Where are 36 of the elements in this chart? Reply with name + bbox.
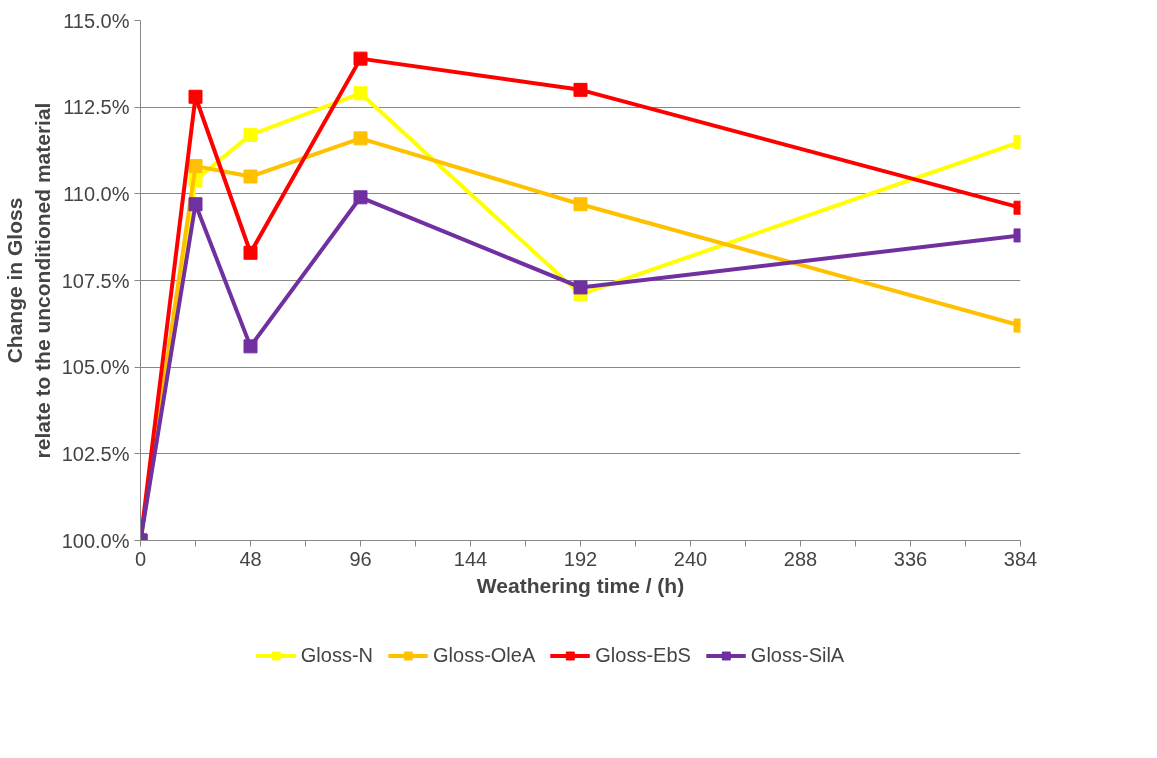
y-tick-label: 105.0% <box>61 356 130 379</box>
y-tick-label: 110.0% <box>63 182 130 205</box>
point <box>353 51 368 66</box>
x-tick-label: 48 <box>239 547 262 570</box>
y-tick-label: 102.5% <box>61 442 130 465</box>
x-tick-label: 144 <box>453 547 488 570</box>
point <box>573 280 588 295</box>
x-tick-label: 0 <box>134 547 147 570</box>
y-tick-label: 115.0% <box>63 9 130 32</box>
y-tick-label: 107.5% <box>61 269 130 292</box>
legend-label: Gloss-OleA <box>433 643 536 667</box>
x-tick-label: 192 <box>563 547 598 570</box>
point <box>243 169 258 184</box>
point <box>188 197 203 212</box>
point <box>353 131 368 146</box>
point <box>353 190 368 205</box>
point <box>188 159 203 174</box>
point <box>573 82 588 97</box>
x-tick-label: 384 <box>1003 547 1038 570</box>
y-tick-label: 112.5% <box>63 96 130 119</box>
x-tick-label: 96 <box>349 547 372 570</box>
legend-label: Gloss-SilA <box>750 643 845 667</box>
point <box>243 339 258 354</box>
x-tick-label: 240 <box>673 547 708 570</box>
x-tick-label: 336 <box>893 547 928 570</box>
legend-label: Gloss-N <box>300 643 374 667</box>
x-tick-label: 288 <box>783 547 818 570</box>
point <box>243 127 258 142</box>
point <box>243 245 258 260</box>
y-axis-title: Change in Gloss relate to the unconditioned material <box>3 102 54 459</box>
legend-label: Gloss-EbS <box>595 643 691 667</box>
point <box>573 197 588 212</box>
x-axis-title: Weathering time / (h) <box>476 573 685 597</box>
y-tick-label: 100.0% <box>61 529 130 552</box>
point <box>353 86 368 101</box>
point <box>188 89 203 104</box>
